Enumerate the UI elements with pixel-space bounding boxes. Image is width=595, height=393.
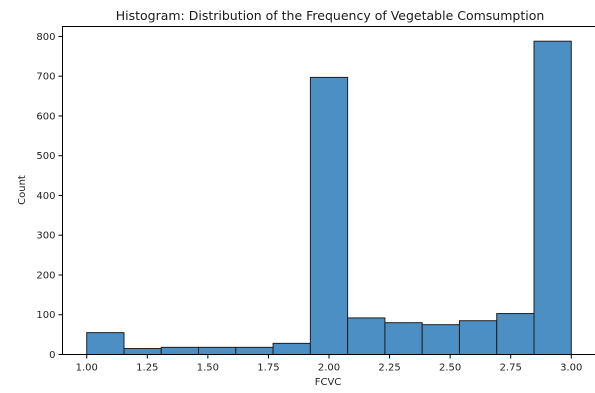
y-axis-label: Count: [17, 175, 28, 205]
x-tick-label: 1.75: [257, 363, 279, 374]
x-tick-label: 1.25: [136, 363, 158, 374]
y-tick-label: 700: [36, 72, 55, 83]
x-tick-label: 2.50: [439, 363, 461, 374]
y-tick-label: 800: [36, 32, 55, 43]
histogram-bar-1: [86, 332, 125, 355]
x-tick-label: 2.00: [318, 363, 340, 374]
histogram-bar-13: [533, 40, 572, 356]
histogram-bar-8: [347, 317, 386, 356]
x-axis-ticks: 1.00 1.25 1.50 1.75 2.00 2.25 2.50 2.75 3.00: [76, 354, 582, 374]
x-tick-label: 2.25: [378, 363, 400, 374]
histogram-bar-12: [496, 313, 535, 355]
y-tick-label: 600: [36, 111, 55, 122]
histogram-bar-10: [421, 324, 460, 356]
histogram-bar-9: [384, 322, 423, 355]
x-tick-label: 1.00: [76, 363, 98, 374]
y-tick-label: 0: [49, 350, 55, 361]
chart-title: Histogram: Distribution of the Frequency…: [116, 8, 545, 23]
y-tick-label: 200: [36, 270, 55, 281]
histogram-bar-2: [123, 348, 162, 356]
x-tick-label: 1.50: [197, 363, 219, 374]
histogram-bar-3: [160, 346, 200, 355]
x-axis-label: FCVC: [315, 377, 342, 388]
histogram-bar-5: [235, 346, 274, 355]
bars-group: [86, 40, 572, 356]
plot-frame: [62, 26, 595, 355]
histogram-bar-6: [272, 342, 311, 356]
y-tick-label: 400: [36, 191, 55, 202]
y-axis-ticks: 0 100 200 300 400 500 600 700 800: [36, 32, 63, 361]
histogram-bar-11: [458, 320, 498, 355]
y-tick-label: 500: [36, 151, 55, 162]
histogram-bar-7: [309, 76, 349, 355]
y-tick-label: 100: [36, 310, 55, 321]
x-tick-label: 3.00: [560, 363, 582, 374]
y-tick-label: 300: [36, 231, 55, 242]
histogram-bar-4: [198, 346, 237, 355]
x-tick-label: 2.75: [500, 363, 522, 374]
